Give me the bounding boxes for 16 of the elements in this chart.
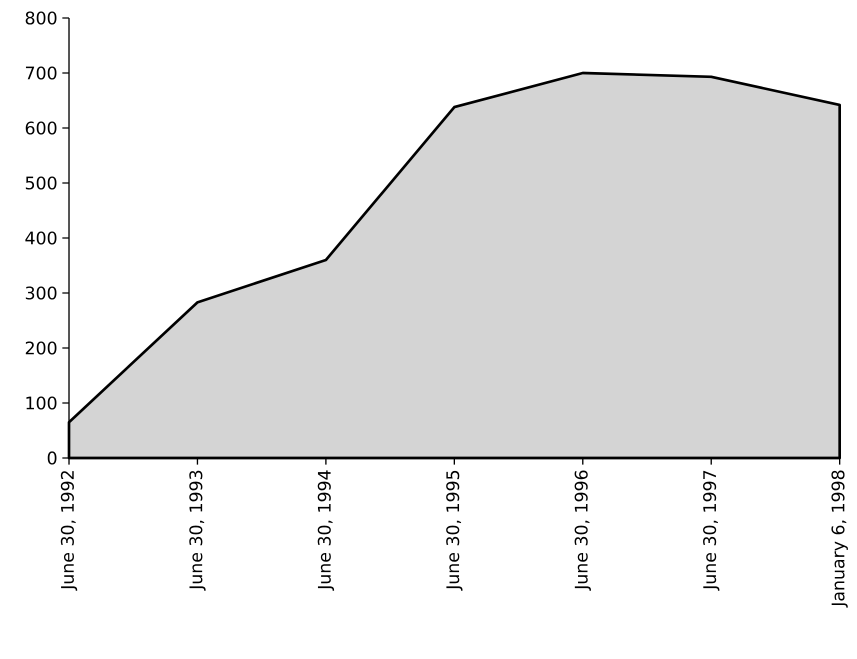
x-tick-label: June 30, 1992 (60, 471, 78, 591)
y-tick-label: 800 (26, 11, 56, 25)
y-tick-label: 500 (26, 176, 56, 190)
y-tick-label: 200 (26, 341, 56, 355)
y-tick-label: 400 (25, 231, 56, 245)
y-tick-label: 600 (26, 121, 56, 135)
y-tick-label: 0 (48, 451, 56, 465)
x-tick-label: June 30, 1996 (574, 470, 591, 591)
x-tick-label: June 30, 1995 (446, 470, 463, 591)
x-tick-label: January 6, 1998 (831, 470, 848, 608)
y-tick-label: 300 (26, 286, 56, 300)
x-tick-label: June 30, 1994 (318, 470, 334, 591)
x-tick-label: June 30, 1993 (189, 470, 206, 591)
y-tick-label: 700 (26, 66, 56, 80)
y-tick-label: 100 (26, 396, 56, 410)
x-tick-label: June 30, 1997 (703, 470, 720, 591)
